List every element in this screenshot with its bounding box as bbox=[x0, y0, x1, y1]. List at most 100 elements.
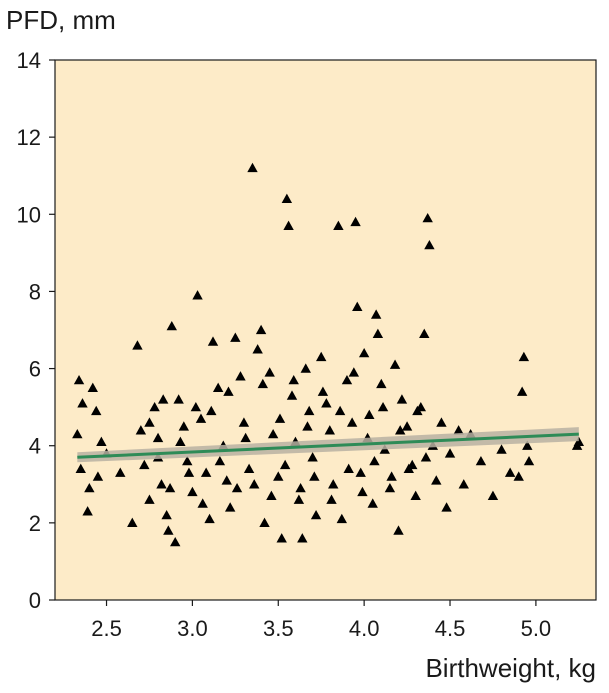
x-tick-label: 2.5 bbox=[91, 616, 122, 641]
data-point-triangle bbox=[326, 494, 337, 504]
data-point-triangle bbox=[149, 401, 160, 412]
data-point-triangle bbox=[364, 409, 375, 420]
data-point-triangle bbox=[204, 513, 215, 524]
data-point-triangle bbox=[348, 367, 360, 377]
data-point-triangle bbox=[522, 440, 533, 450]
data-point-triangle bbox=[444, 448, 456, 458]
data-point-triangle bbox=[422, 212, 433, 223]
data-point-triangle bbox=[259, 517, 270, 528]
data-point-triangle bbox=[200, 467, 212, 477]
x-axis-label: Birthweight, kg bbox=[425, 653, 596, 683]
data-point-triangle bbox=[475, 455, 487, 466]
data-point-triangle bbox=[346, 417, 358, 427]
data-point-triangle bbox=[321, 398, 332, 408]
x-tick-label: 3.0 bbox=[177, 616, 208, 641]
data-point-triangle bbox=[571, 440, 583, 450]
data-point-triangle bbox=[341, 374, 353, 385]
data-point-triangle bbox=[92, 471, 104, 481]
data-point-triangle bbox=[358, 347, 370, 358]
data-point-triangle bbox=[288, 374, 299, 385]
data-points bbox=[72, 162, 585, 547]
data-point-triangle bbox=[170, 536, 181, 547]
data-point-triangle bbox=[144, 417, 155, 427]
data-point-triangle bbox=[350, 216, 361, 227]
data-point-triangle bbox=[303, 405, 315, 416]
data-point-triangle bbox=[82, 506, 93, 516]
data-point-triangle bbox=[173, 394, 184, 404]
data-point-triangle bbox=[334, 405, 346, 416]
data-point-triangle bbox=[221, 475, 232, 485]
data-point-triangle bbox=[274, 413, 286, 423]
data-point-triangle bbox=[281, 193, 293, 204]
data-point-triangle bbox=[247, 162, 258, 173]
data-point-triangle bbox=[458, 479, 469, 489]
data-point-triangle bbox=[355, 467, 366, 477]
data-point-triangle bbox=[395, 425, 406, 435]
data-point-triangle bbox=[158, 394, 169, 404]
data-point-triangle bbox=[197, 498, 208, 508]
data-point-triangle bbox=[252, 344, 263, 354]
data-point-triangle bbox=[393, 525, 404, 535]
data-point-triangle bbox=[164, 482, 176, 493]
data-point-triangle bbox=[279, 459, 291, 470]
data-point-triangle bbox=[441, 502, 452, 512]
data-point-triangle bbox=[412, 405, 423, 416]
x-tick-label: 4.5 bbox=[435, 616, 466, 641]
data-point-triangle bbox=[84, 482, 95, 493]
data-point-triangle bbox=[195, 413, 207, 423]
data-point-triangle bbox=[224, 502, 236, 512]
data-point-triangle bbox=[297, 533, 308, 543]
data-point-triangle bbox=[436, 417, 447, 427]
data-point-triangle bbox=[152, 432, 164, 443]
data-point-triangle bbox=[317, 386, 329, 396]
y-tick-label: 6 bbox=[29, 357, 41, 382]
data-point-triangle bbox=[273, 471, 284, 481]
data-point-triangle bbox=[295, 482, 306, 493]
data-point-triangle bbox=[255, 324, 267, 335]
data-point-triangle bbox=[264, 367, 275, 377]
data-point-triangle bbox=[161, 509, 172, 520]
data-point-triangle bbox=[127, 517, 138, 528]
data-point-triangle bbox=[77, 398, 88, 408]
data-point-triangle bbox=[223, 386, 234, 396]
data-point-triangle bbox=[266, 490, 277, 501]
data-point-triangle bbox=[316, 351, 327, 362]
data-point-triangle bbox=[333, 220, 344, 231]
data-point-triangle bbox=[293, 494, 305, 504]
data-point-triangle bbox=[183, 467, 195, 477]
data-point-triangle bbox=[230, 332, 241, 342]
data-point-triangle bbox=[214, 455, 226, 466]
data-point-triangle bbox=[504, 467, 516, 477]
data-point-triangle bbox=[523, 455, 535, 466]
data-point-triangle bbox=[367, 498, 378, 508]
data-point-triangle bbox=[376, 378, 387, 389]
trend-line bbox=[77, 432, 579, 459]
data-point-triangle bbox=[300, 363, 311, 373]
data-point-triangle bbox=[518, 351, 530, 362]
x-tick-label: 5.0 bbox=[521, 616, 552, 641]
data-point-triangle bbox=[187, 486, 198, 497]
data-point-triangle bbox=[73, 374, 85, 385]
trend-line-group bbox=[77, 427, 579, 463]
data-point-triangle bbox=[267, 428, 279, 439]
data-point-triangle bbox=[135, 425, 147, 435]
axes: 0 2 4 6 8 10 12 14 2.5 3.0 3.5 4.0 4.5 5.0 bbox=[17, 48, 552, 641]
data-point-triangle bbox=[235, 371, 246, 381]
data-point-triangle bbox=[91, 405, 102, 416]
data-point-triangle bbox=[72, 428, 83, 439]
data-point-triangle bbox=[410, 490, 421, 501]
y-tick-label: 12 bbox=[17, 125, 41, 150]
data-point-triangle bbox=[370, 309, 382, 319]
data-point-triangle bbox=[357, 486, 368, 497]
data-point-triangle bbox=[115, 467, 126, 477]
data-point-triangle bbox=[401, 421, 413, 431]
data-point-triangle bbox=[513, 471, 524, 481]
data-point-triangle bbox=[386, 471, 397, 481]
data-point-triangle bbox=[75, 463, 86, 474]
data-point-triangle bbox=[307, 452, 318, 462]
data-point-triangle bbox=[336, 513, 348, 524]
plot-area bbox=[54, 59, 597, 601]
data-point-triangle bbox=[431, 475, 442, 485]
y-tick-label: 0 bbox=[29, 588, 41, 613]
